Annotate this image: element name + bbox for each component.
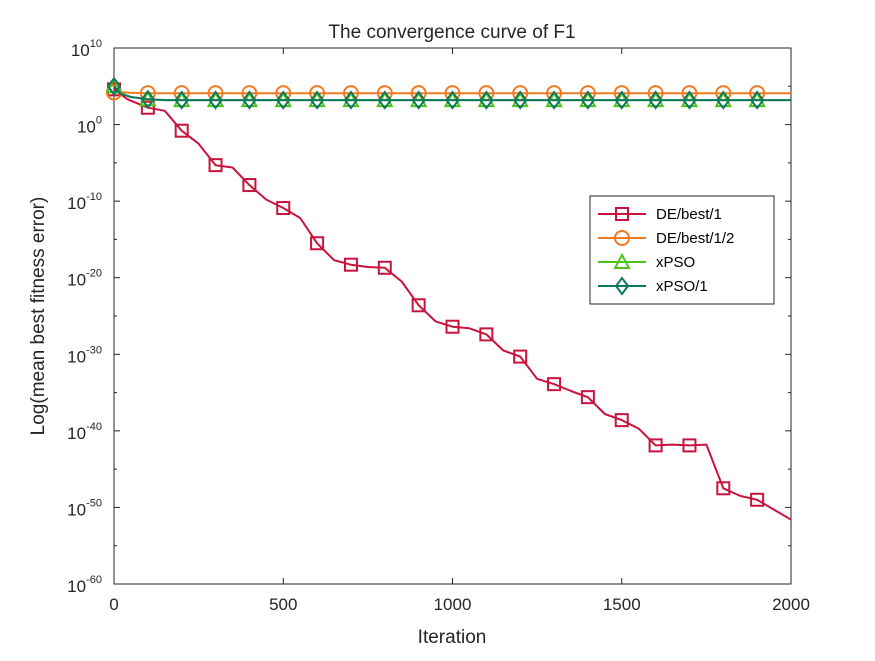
series-marker [614,413,629,428]
series-marker [749,90,765,110]
legend-marker [613,252,631,269]
series-marker [105,77,123,94]
series-marker [682,438,697,453]
legend-marker [614,230,630,246]
x-tick-label: 2000 [772,595,810,614]
legend-label: DE/best/1/2 [656,230,734,247]
y-tick-label: 10-60 [67,574,102,596]
series-marker [547,377,562,392]
series-marker [546,90,562,110]
series-line [113,85,791,102]
series-marker [479,327,494,342]
series-marker [276,90,291,110]
series-marker [377,260,392,275]
series-marker [106,76,122,96]
series-marker [580,390,595,405]
y-tick-label: 10-40 [67,421,102,443]
series-marker [411,90,426,110]
series-marker [309,90,325,110]
series-marker [580,90,596,110]
series-marker [512,90,528,110]
series-line [113,88,792,521]
series-marker [513,349,528,364]
series-marker [174,123,189,138]
series-marker [682,90,697,110]
legend-label: xPSO/1 [656,278,708,295]
series-marker [716,481,731,496]
series-marker [242,90,257,110]
x-axis-label: Iteration [418,627,487,648]
y-tick-label: 10-50 [67,497,102,519]
series-marker [140,89,156,109]
series-marker [479,90,494,110]
series-marker [208,90,223,110]
y-tick-label: 1010 [71,38,102,60]
series-marker [140,100,155,115]
legend-marker [615,207,629,221]
series-marker [242,178,257,193]
x-tick-label: 0 [109,595,118,614]
x-tick-label: 1000 [434,595,472,614]
legend-label: xPSO [656,254,695,271]
series-3 [106,76,791,110]
x-tick-label: 500 [269,595,297,614]
series-marker [648,90,663,110]
y-tick-label: 10-20 [67,268,102,290]
y-tick-label: 100 [77,115,102,137]
series-marker [310,236,325,251]
series-marker [445,319,460,334]
series-marker [377,90,393,110]
y-tick-label: 10-10 [67,191,102,213]
y-axis-label: Log(mean best fitness error) [28,197,49,436]
series-marker [276,201,291,216]
series-marker [716,90,731,110]
legend-marker [614,276,630,296]
series-marker [750,492,765,507]
series-marker [343,257,358,272]
x-tick-label: 1500 [603,595,641,614]
series-marker [174,90,189,110]
series-marker [343,90,359,110]
y-tick-label: 10-30 [67,344,102,366]
legend-label: DE/best/1 [656,206,722,223]
series-marker [614,90,629,110]
chart-title: The convergence curve of F1 [328,22,575,43]
series-marker [648,438,663,453]
series-marker [445,90,460,110]
series-marker [208,158,223,173]
series-marker [411,298,426,313]
